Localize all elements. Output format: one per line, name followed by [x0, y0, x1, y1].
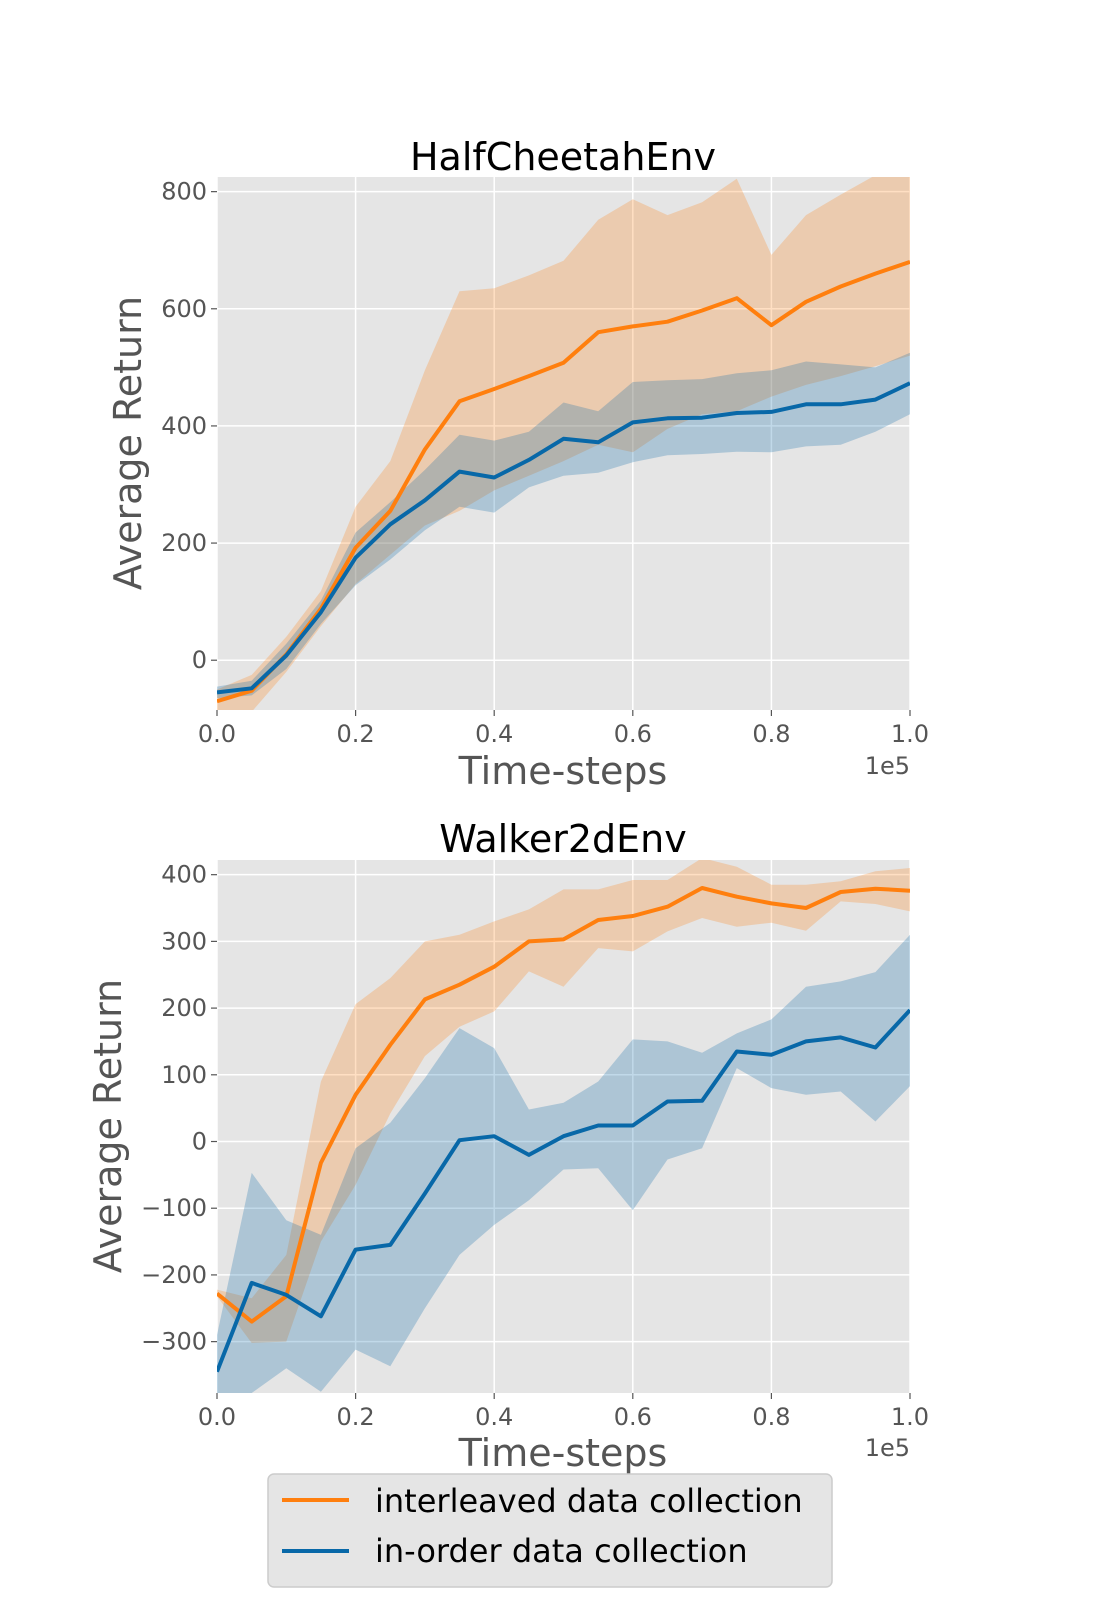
x-tick-label: 0.8: [752, 1403, 790, 1431]
y-tick-label: 200: [161, 994, 207, 1022]
y-tick-label: −100: [141, 1194, 207, 1222]
y-tick-label: 300: [161, 927, 207, 955]
y-tick-label: 800: [161, 178, 207, 206]
band-interleaved: [217, 860, 910, 1343]
legend-box: [267, 1473, 833, 1588]
x-tick-label: 0.4: [475, 720, 513, 748]
band-inorder: [217, 352, 910, 699]
y-tick-labels: 0 200 400 600 800: [161, 178, 217, 674]
x-axis-label: Time-steps: [458, 1431, 668, 1475]
y-tick-label: 400: [161, 412, 207, 440]
series-lines: [217, 886, 910, 1373]
chart-title: HalfCheetahEnv: [410, 135, 716, 179]
x-offset-label: 1e5: [865, 752, 910, 780]
x-tick-labels: 0.0 0.2 0.4 0.6 0.8 1.0: [198, 710, 929, 748]
line-interleaved: [217, 886, 910, 1324]
band-interleaved: [217, 177, 910, 710]
y-tick-label: 400: [161, 861, 207, 889]
y-axis-label: Average Return: [106, 296, 150, 590]
chart-halfcheetah: 0.0 0.2 0.4 0.6 0.8 1.0 0 200 400 600 800 HalfChe…: [106, 135, 929, 793]
x-axis-label: Time-steps: [458, 749, 668, 793]
y-tick-label: 0: [192, 646, 207, 674]
plot-area: [217, 860, 910, 1393]
confidence-bands: [217, 860, 910, 1393]
y-tick-labels: −300 −200 −100 0 100 200 300 400: [141, 861, 217, 1356]
grid: [216, 860, 911, 1393]
y-tick-label: −300: [141, 1328, 207, 1356]
y-tick-label: 100: [161, 1061, 207, 1089]
x-tick-labels: 0.0 0.2 0.4 0.6 0.8 1.0: [198, 1393, 929, 1431]
plot-area: [217, 177, 910, 710]
chart-title: Walker2dEnv: [439, 817, 687, 861]
x-tick-label: 1.0: [891, 720, 929, 748]
band-inorder: [217, 934, 910, 1393]
x-tick-label: 0.6: [614, 1403, 652, 1431]
y-tick-label: 600: [161, 295, 207, 323]
x-tick-label: 0.0: [198, 720, 236, 748]
line-inorder: [217, 381, 910, 695]
y-tick-label: 200: [161, 529, 207, 557]
x-tick-label: 0.8: [752, 720, 790, 748]
x-tick-label: 1.0: [891, 1403, 929, 1431]
x-tick-label: 0.4: [475, 1403, 513, 1431]
x-tick-label: 0.2: [337, 720, 375, 748]
y-axis-label: Average Return: [86, 979, 130, 1273]
series-lines: [217, 260, 910, 704]
x-offset-label: 1e5: [865, 1434, 910, 1462]
legend-label-interleaved: interleaved data collection: [375, 1482, 803, 1520]
legend: interleaved data collection in-order dat…: [267, 1473, 833, 1588]
x-tick-label: 0.2: [337, 1403, 375, 1431]
y-tick-label: 0: [192, 1128, 207, 1156]
legend-label-inorder: in-order data collection: [375, 1532, 748, 1570]
x-tick-label: 0.6: [614, 720, 652, 748]
line-inorder: [217, 1008, 910, 1373]
x-tick-label: 0.0: [198, 1403, 236, 1431]
line-interleaved: [217, 260, 910, 704]
confidence-bands: [217, 177, 910, 710]
y-tick-label: −200: [141, 1261, 207, 1289]
chart-walker2d: 0.0 0.2 0.4 0.6 0.8 1.0 −300 −200 −100 0 100 200 30…: [86, 817, 929, 1475]
